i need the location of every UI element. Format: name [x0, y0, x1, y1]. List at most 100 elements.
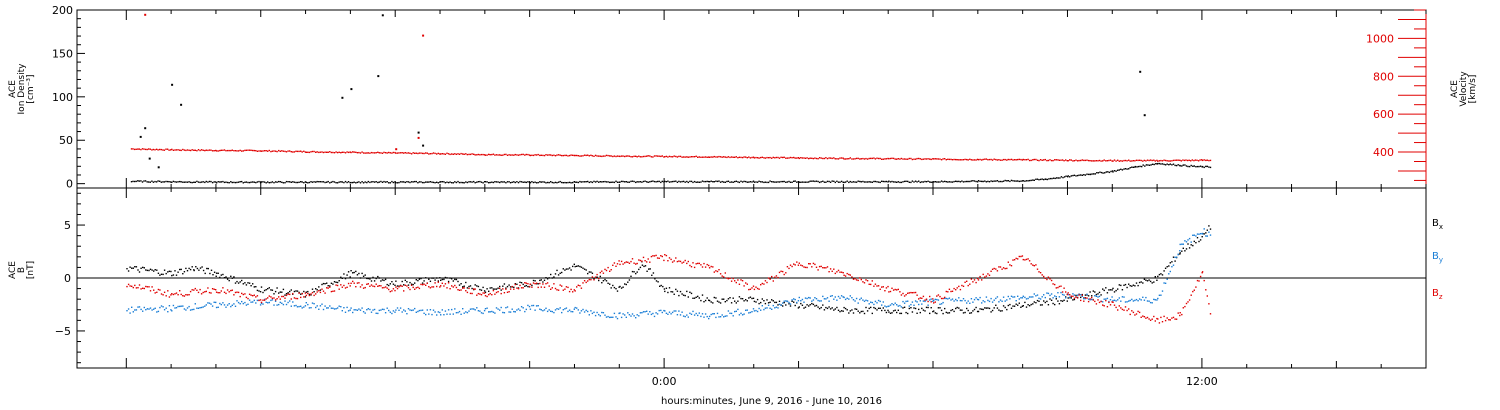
data-point	[465, 311, 467, 313]
data-point	[800, 181, 802, 183]
data-point	[583, 154, 586, 156]
data-point	[460, 152, 462, 155]
data-point	[624, 283, 626, 285]
data-point	[903, 180, 906, 183]
data-point	[751, 156, 753, 159]
data-point	[455, 312, 458, 314]
data-point	[727, 310, 730, 312]
data-point	[319, 305, 322, 307]
data-point	[812, 303, 815, 306]
data-point	[471, 181, 473, 183]
data-point	[381, 279, 384, 281]
data-point	[471, 292, 473, 295]
data-point	[202, 181, 204, 183]
data-point	[905, 300, 907, 303]
data-point	[1013, 180, 1016, 182]
data-point	[620, 155, 623, 157]
data-point	[223, 149, 226, 151]
series-points	[126, 225, 1212, 315]
data-point	[937, 294, 940, 296]
data-point	[882, 286, 884, 288]
data-point	[537, 181, 539, 184]
data-point	[882, 158, 884, 160]
data-point	[951, 309, 954, 311]
data-point	[414, 288, 416, 290]
data-point	[426, 152, 428, 154]
data-point	[918, 308, 920, 311]
data-point	[944, 296, 946, 299]
data-point	[1136, 166, 1138, 168]
data-point	[157, 288, 160, 291]
data-point	[562, 289, 564, 291]
data-point	[788, 180, 790, 183]
data-point	[641, 156, 643, 158]
data-point	[287, 293, 289, 295]
data-point	[1009, 298, 1011, 300]
data-point	[1199, 159, 1201, 161]
data-point	[981, 279, 983, 281]
data-point	[585, 269, 587, 271]
data-point	[182, 273, 184, 275]
data-point	[609, 270, 611, 272]
data-point	[307, 292, 309, 295]
data-point	[870, 306, 872, 309]
data-point	[844, 307, 847, 310]
data-point	[189, 268, 192, 271]
data-point	[202, 291, 204, 294]
data-point	[193, 269, 195, 272]
data-point	[483, 181, 486, 183]
data-point	[848, 273, 850, 276]
data-point	[319, 151, 322, 153]
x-axis-label: hours:minutes, June 9, 2016 - June 10, 2…	[661, 396, 882, 407]
data-point	[557, 274, 560, 276]
data-point	[1190, 164, 1192, 167]
data-point	[859, 277, 861, 279]
data-point	[292, 181, 294, 183]
data-point	[574, 265, 576, 268]
data-point	[1196, 165, 1199, 168]
data-point	[682, 294, 685, 296]
data-point	[871, 312, 873, 315]
data-point	[927, 300, 929, 303]
data-point	[230, 149, 232, 152]
data-point	[899, 181, 901, 184]
data-point	[1060, 159, 1062, 161]
data-point	[477, 285, 480, 288]
data-point	[981, 302, 983, 304]
data-point	[252, 283, 254, 285]
data-point	[1106, 306, 1109, 308]
data-point	[964, 311, 966, 314]
data-point	[772, 300, 774, 302]
data-point	[1143, 299, 1146, 301]
data-point	[879, 300, 881, 303]
data-point	[244, 282, 246, 284]
data-point	[330, 290, 333, 293]
data-point	[1027, 297, 1029, 300]
data-point	[462, 153, 464, 155]
data-point	[1103, 298, 1105, 300]
data-point	[721, 314, 723, 316]
data-point	[962, 181, 965, 183]
data-point	[826, 307, 829, 310]
data-point	[1126, 286, 1128, 289]
data-point	[825, 157, 827, 159]
data-point	[163, 149, 166, 151]
data-point	[172, 180, 175, 183]
data-point	[330, 151, 333, 154]
data-point	[885, 158, 888, 160]
data-point	[1025, 258, 1028, 261]
data-point	[585, 154, 587, 157]
data-point	[729, 181, 731, 183]
data-point	[820, 306, 822, 309]
data-point	[859, 180, 861, 183]
data-point	[925, 158, 928, 160]
data-point	[572, 311, 574, 313]
data-point	[751, 181, 753, 183]
data-point	[543, 279, 546, 281]
data-point	[308, 151, 311, 154]
data-point	[196, 289, 198, 291]
data-point	[1174, 318, 1176, 320]
data-point	[211, 150, 214, 152]
data-point	[951, 298, 954, 300]
data-point	[401, 181, 403, 183]
